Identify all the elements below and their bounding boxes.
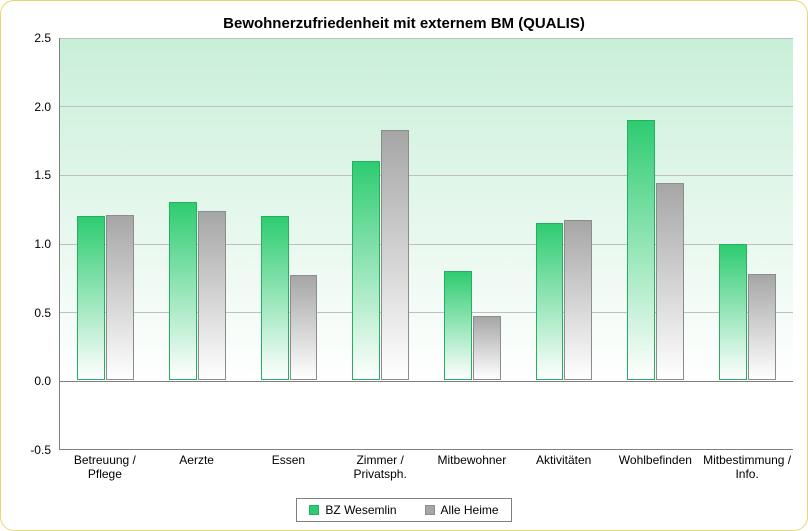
x-tick-label: Mitbestimmung /Info. xyxy=(701,450,793,492)
y-tick-label: 0.5 xyxy=(15,306,51,320)
legend-label: Alle Heime xyxy=(441,503,499,517)
x-tick-label: Aktivitäten xyxy=(518,450,610,492)
bar xyxy=(290,275,318,380)
plot-area xyxy=(59,38,793,450)
legend-item: Alle Heime xyxy=(425,503,499,517)
chart-body: -0.50.00.51.01.52.02.5 Betreuung /Pflege… xyxy=(15,38,793,522)
legend-swatch xyxy=(425,505,435,515)
x-tick-label: Aerzte xyxy=(151,450,243,492)
y-tick-label: 2.5 xyxy=(15,31,51,45)
bar xyxy=(169,202,197,380)
legend-swatch xyxy=(309,505,319,515)
bar xyxy=(656,183,684,380)
x-tick-label: Zimmer /Privatsph. xyxy=(334,450,426,492)
y-tick-label: -0.5 xyxy=(15,443,51,457)
bar xyxy=(473,316,501,380)
bar xyxy=(77,216,105,380)
bar xyxy=(719,244,747,381)
bars-layer xyxy=(60,38,793,449)
bar xyxy=(536,223,564,381)
chart-title: Bewohnerzufriedenheit mit externem BM (Q… xyxy=(15,15,793,32)
y-tick-label: 1.0 xyxy=(15,237,51,251)
legend-label: BZ Wesemlin xyxy=(325,503,396,517)
x-tick-label: Essen xyxy=(243,450,335,492)
legend: BZ Wesemlin Alle Heime xyxy=(296,498,511,522)
bar xyxy=(352,161,380,380)
bar xyxy=(381,130,409,381)
bar xyxy=(627,120,655,380)
x-tick-label: Mitbewohner xyxy=(426,450,518,492)
legend-item: BZ Wesemlin xyxy=(309,503,396,517)
gridline xyxy=(60,449,793,450)
plot-row: -0.50.00.51.01.52.02.5 xyxy=(15,38,793,450)
y-tick-label: 1.5 xyxy=(15,168,51,182)
x-axis-labels: Betreuung /PflegeAerzteEssenZimmer /Priv… xyxy=(59,450,793,492)
bar xyxy=(106,215,134,381)
bar xyxy=(198,211,226,381)
y-tick-label: 2.0 xyxy=(15,100,51,114)
bar xyxy=(261,216,289,380)
y-tick-label: 0.0 xyxy=(15,374,51,388)
bar xyxy=(564,220,592,380)
x-tick-label: Wohlbefinden xyxy=(610,450,702,492)
chart-frame: Bewohnerzufriedenheit mit externem BM (Q… xyxy=(0,0,808,531)
y-axis: -0.50.00.51.01.52.02.5 xyxy=(15,38,59,450)
x-tick-label: Betreuung /Pflege xyxy=(59,450,151,492)
bar xyxy=(444,271,472,381)
bar xyxy=(748,274,776,381)
